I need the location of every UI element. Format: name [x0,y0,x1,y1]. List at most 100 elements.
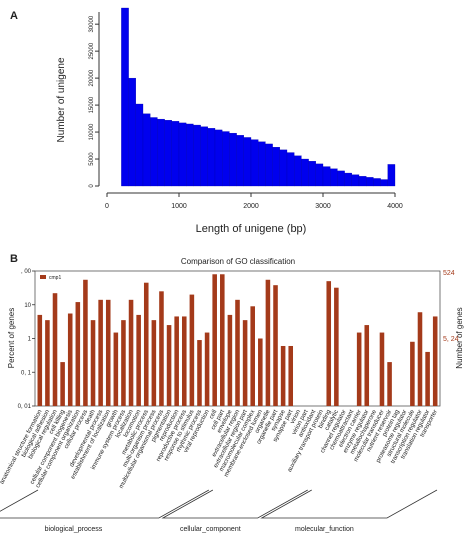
category-label: cell [208,409,219,420]
y-tick-label: 0, 01 [18,404,32,410]
go-bar [67,313,73,406]
go-bar [204,332,210,406]
histogram-bar [128,77,136,187]
histogram-bar [243,137,252,187]
histogram-bars [121,7,396,187]
y-axis-label: Number of unigene [56,57,67,142]
go-bar [432,316,438,406]
go-bar [364,325,370,406]
histogram-bar [294,155,302,187]
go-bar [128,299,134,406]
group-label: molecular_function [295,526,354,533]
go-bar [273,285,278,406]
go-bar [227,314,233,406]
histogram-bar [229,132,237,187]
go-bar [197,340,202,406]
go-bar [113,332,119,406]
go-bar [334,287,339,406]
go-bar [220,274,225,406]
legend-swatch [40,275,46,279]
x-tick-label: 1000 [171,203,187,210]
go-bar [242,320,248,406]
histogram-bar [322,166,331,187]
go-bar [250,306,255,406]
go-bar [379,332,385,406]
histogram-bar [380,179,388,187]
go-bar [37,314,43,406]
go-bar [60,362,65,406]
category-groups: biological_process cellular_component mole… [0,489,438,533]
histogram-bar [308,161,316,187]
histogram-bar [193,124,201,187]
y-tick-labels-left: 0, 01 0, 1 1 10 , 00 [18,269,35,410]
go-bar [45,320,50,406]
go-bar [280,345,286,406]
go-bar [410,341,415,406]
histogram-bar [121,7,129,187]
go-bar [235,299,240,406]
go-bar [189,294,195,406]
histogram-bar [250,139,259,187]
y-tick-label: , 00 [21,269,32,275]
group-bracket [0,489,210,519]
y-tick-label: 15000 [89,96,95,113]
y-tick-label: 20000 [89,69,95,86]
go-bar [326,281,332,406]
group-label: biological_process [45,526,103,533]
y-tick-label: 25000 [89,42,95,59]
histogram-bar [344,172,352,187]
histogram-bar [258,141,266,187]
go-bar [90,320,96,406]
y-tick-right-top: 524 [443,270,455,277]
y-tick-label: 0, 1 [21,370,32,376]
histogram-bar [222,131,230,187]
histogram-bar [358,176,367,187]
go-bar [151,320,157,406]
x-tick-label: 4000 [387,203,403,210]
histogram-bar [171,121,180,187]
histogram-bar [186,123,194,187]
histogram-bar [373,178,381,187]
histogram-chart: 0 1000 2000 3000 4000 0 5000 10000 15000 20000 25… [56,7,403,235]
panel-b-letter: B [10,253,18,265]
histogram-bar [236,135,244,187]
histogram-bar [351,174,360,187]
x-tick-labels: 0 1000 2000 3000 4000 [105,193,403,210]
go-bar [181,316,187,406]
histogram-bar [214,129,223,187]
group-label: cellular_component [180,526,241,533]
go-bar [356,332,362,406]
y-tick-label: 0 [89,184,95,188]
x-tick-label: 2000 [243,203,259,210]
histogram-bar [150,117,158,187]
histogram-bar [207,128,216,187]
go-bar [159,291,164,406]
legend-label: cmp1 [49,275,61,281]
go-bars [37,274,438,406]
y-tick-label: 1 [28,337,32,343]
histogram-bar [200,126,208,187]
y-tick-label: 10 [24,303,31,309]
category-labels: anatomical structure formationbiological… [0,408,439,490]
histogram-bar [178,122,187,187]
go-bar [166,325,172,406]
go-bar [288,345,294,406]
go-bar [258,338,263,406]
histogram-bar [265,143,273,187]
go-bar [387,362,392,406]
go-bar [75,302,81,406]
go-bar [105,299,111,406]
y-axis-label-right: Number of genes [455,307,464,368]
go-bar [265,279,271,406]
group-bracket [260,489,438,519]
histogram-bar [157,118,165,187]
go-bar [52,293,58,406]
histogram-bar [142,113,151,187]
x-tick-label: 0 [105,203,109,210]
panel-a-letter: A [10,10,18,22]
y-tick-label: 30000 [89,15,95,32]
histogram-bar [330,168,338,187]
go-bar [174,316,179,406]
histogram-bar [279,149,288,187]
go-bar [417,312,423,406]
